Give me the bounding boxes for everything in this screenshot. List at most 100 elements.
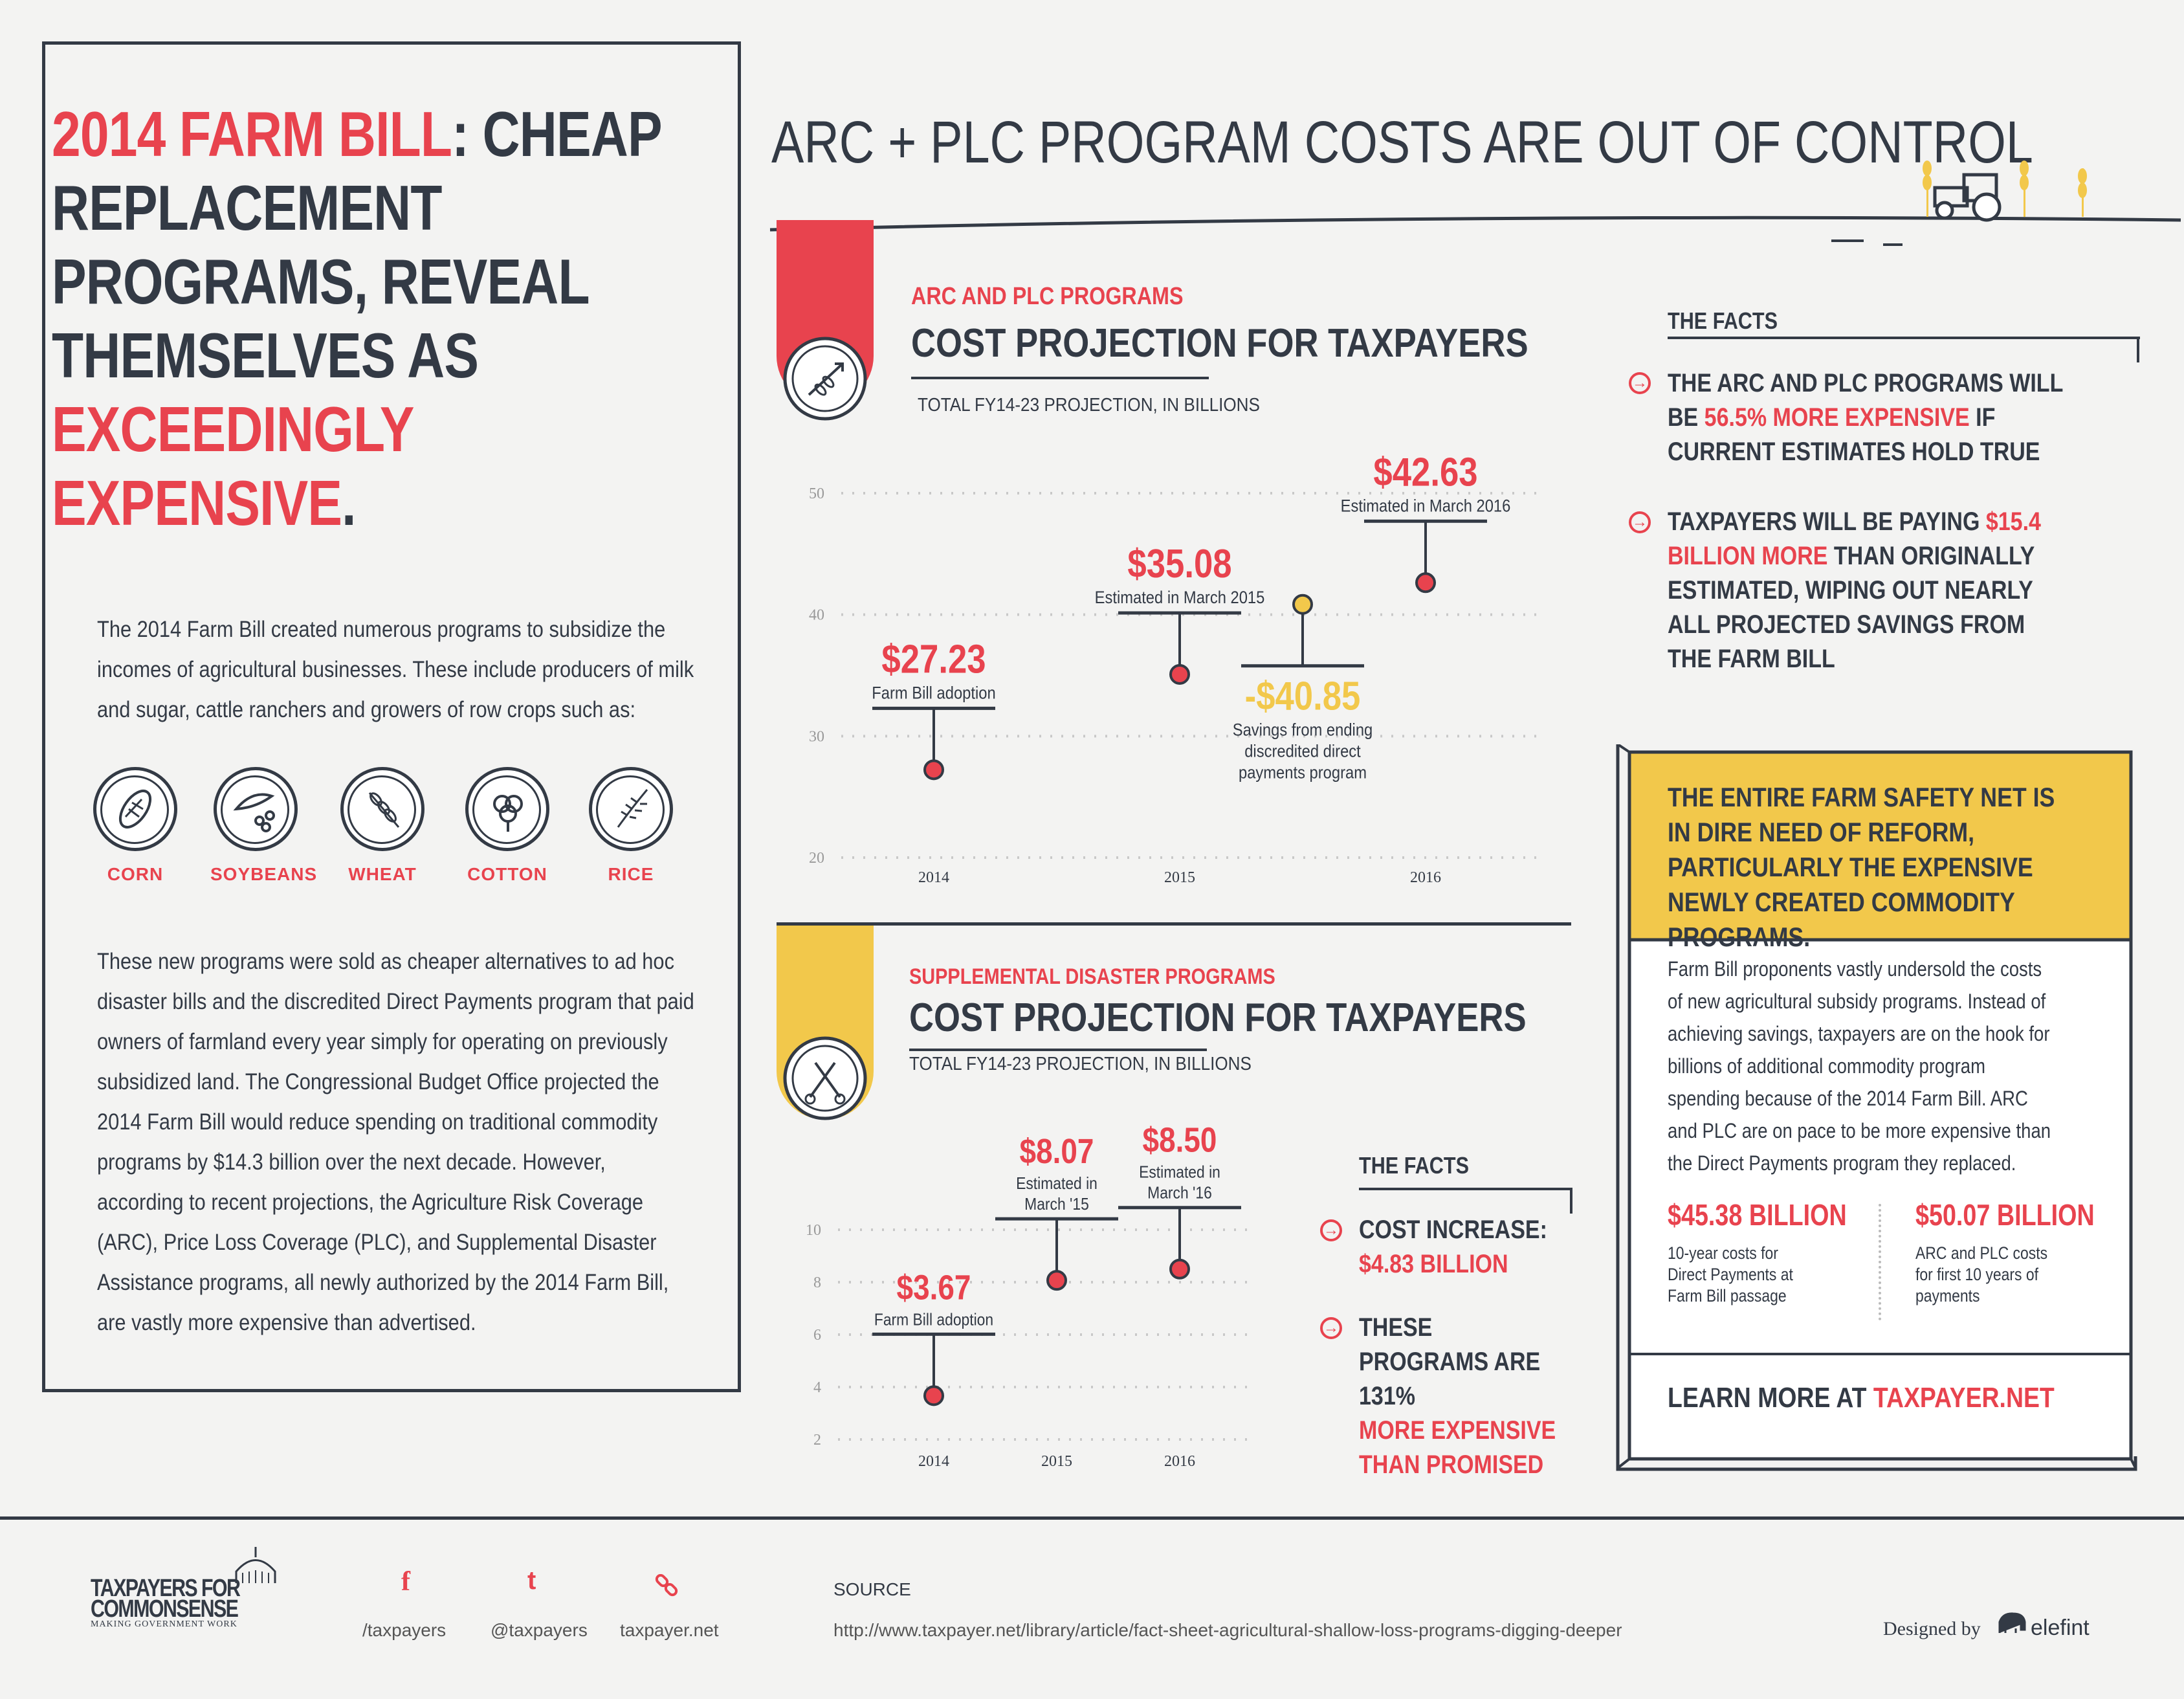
corn-icon (93, 767, 177, 851)
title-underline (909, 1049, 1207, 1051)
capitol-dome-icon (235, 1547, 276, 1583)
crop-rice: RICE (586, 767, 676, 885)
stat1-value: $45.38 BILLION (1668, 1198, 1847, 1232)
data-point (1169, 1258, 1190, 1280)
learn-more-link[interactable]: LEARN MORE AT TAXPAYER.NET (1668, 1382, 2055, 1414)
arrow-right-icon: → (1320, 1317, 1342, 1339)
learn-more-url[interactable]: TAXPAYER.NET (1873, 1382, 2055, 1414)
chart-disaster: 10 8 6 4 2 2014 2015 2016 $3.67 Farm Bill adoptio… (806, 1120, 1249, 1470)
fact-text: THAN ORIGINALLY ESTIMATED, WIPING OUT NE… (1668, 542, 2035, 673)
section-divider (777, 922, 1571, 926)
body-text: These new programs were sold as cheaper … (97, 949, 694, 1335)
data-point (1169, 663, 1190, 685)
section2-title: COST PROJECTION FOR TAXPAYERS (909, 995, 1527, 1040)
section1-title: COST PROJECTION FOR TAXPAYERS (911, 321, 1528, 366)
arrow-right-icon: → (1629, 511, 1651, 533)
taxpayers-logo[interactable]: TAXPAYERS FOR COMMONSENSE MAKING GOVERNM… (91, 1547, 311, 1630)
cotton-icon (465, 767, 549, 851)
data-label: $8.50 (1143, 1120, 1217, 1159)
facts-bracket (2137, 337, 2139, 362)
x-tick-label: 2016 (1410, 869, 1441, 886)
data-point (923, 759, 944, 781)
data-point (1292, 594, 1313, 615)
section1-kicker: ARC AND PLC PROGRAMS (911, 283, 1184, 310)
designed-by-label: Designed by (1883, 1618, 1981, 1639)
fact-text: THESE PROGRAMS ARE 131% (1359, 1313, 1541, 1410)
fact-highlight: 56.5% MORE EXPENSIVE (1704, 403, 1970, 432)
x-tick-label: 2014 (918, 1453, 949, 1470)
stat2-label: ARC and PLC costs for first 10 years of … (1915, 1243, 2048, 1305)
logo-line2: COMMONSENSE (91, 1595, 239, 1623)
crop-corn: CORN (90, 767, 181, 885)
intro-text: The 2014 Farm Bill created numerous prog… (97, 617, 694, 722)
facts1-item1: THE ARC AND PLC PROGRAMS WILL BE 56.5% M… (1668, 366, 2075, 469)
crop-wheat: WHEAT (337, 767, 428, 885)
facts2-item1: COST INCREASE: $4.83 BILLION (1359, 1213, 1557, 1282)
elephant-icon (1998, 1612, 2026, 1633)
soybeans-icon (214, 767, 298, 851)
crop-cotton: COTTON (462, 767, 553, 885)
data-point (1415, 572, 1436, 594)
y-tick-label: 10 (806, 1222, 821, 1239)
section1-subtitle: TOTAL FY14-23 PROJECTION, IN BILLIONS (918, 395, 1260, 416)
y-tick-label: 30 (809, 728, 824, 745)
designer-name[interactable]: elefint (2031, 1616, 2090, 1640)
facts-underline (1668, 337, 2140, 339)
y-tick-label: 2 (813, 1432, 821, 1449)
link-icon[interactable] (654, 1574, 679, 1600)
callout-divider (1629, 1353, 2131, 1355)
crop-label: SOYBEANS (210, 864, 318, 884)
title-underline (911, 377, 1209, 379)
fact-text: THE ARC AND PLC PROGRAMS WILL BE (1668, 369, 2063, 432)
data-note: Savings from ending discredited direct pay… (1233, 720, 1373, 783)
data-point (923, 1385, 944, 1406)
section2-kicker: SUPPLEMENTAL DISASTER PROGRAMS (909, 964, 1275, 989)
headline: 2014 FARM BILL: CHEAP REPLACEMENT PROGRA… (52, 97, 672, 540)
logo-tagline: MAKING GOVERNMENT WORK (91, 1619, 237, 1629)
y-tick-label: 4 (813, 1379, 821, 1396)
crop-soybeans: SOYBEANS (210, 767, 318, 885)
facts1-item2: TAXPAYERS WILL BE PAYING $15.4 BILLION M… (1668, 505, 2075, 676)
headline-red-1: 2014 FARM BILL (52, 98, 452, 170)
intro-panel (42, 41, 741, 1392)
x-tick-label: 2016 (1164, 1453, 1195, 1470)
facebook-icon[interactable]: f (401, 1567, 410, 1597)
source-url[interactable]: http://www.taxpayer.net/library/article/… (833, 1620, 1622, 1640)
wheat-stalk-icon (1923, 161, 2087, 217)
website-link[interactable]: taxpayer.net (620, 1620, 719, 1640)
source-label: SOURCE (833, 1579, 911, 1599)
crop-label: CORN (107, 864, 164, 884)
fact-highlight: $4.83 BILLION (1359, 1250, 1508, 1278)
data-note: Farm Bill adoption (872, 683, 995, 703)
section1-ribbon (777, 220, 874, 421)
y-tick-label: 6 (813, 1327, 821, 1344)
facts-underline (1359, 1188, 1572, 1190)
data-note: Estimated in March 2015 (1095, 588, 1265, 608)
crop-label: RICE (608, 864, 654, 884)
y-tick-label: 8 (813, 1274, 821, 1291)
facebook-link[interactable]: /taxpayers (362, 1620, 447, 1640)
fact-text: IF CURRENT ESTIMATES HOLD TRUE (1668, 403, 2040, 466)
fact-text: COST INCREASE: (1359, 1216, 1547, 1244)
facts-bracket (1570, 1188, 1572, 1214)
arrow-wheat-icon (808, 362, 844, 396)
data-note: Estimated in March 2016 (1341, 496, 1511, 516)
main-title: ARC + PLC PROGRAM COSTS ARE OUT OF CONTR… (771, 109, 2033, 175)
logo-line1: TAXPAYERS FOR (91, 1575, 241, 1602)
data-label: $3.67 (897, 1268, 971, 1307)
stat2-value: $50.07 BILLION (1915, 1198, 2095, 1232)
data-label: $8.07 (1020, 1132, 1094, 1171)
data-label: -$40.85 (1245, 674, 1361, 719)
y-tick-label: 40 (809, 607, 824, 624)
arrow-right-icon: → (1629, 372, 1651, 394)
fact-text: TAXPAYERS WILL BE PAYING (1668, 507, 1986, 536)
data-note: Estimated in March '15 (1016, 1175, 1098, 1214)
callout-frame (1616, 744, 2137, 1471)
twitter-link[interactable]: @taxpayers (491, 1620, 588, 1640)
data-note: Farm Bill adoption (874, 1311, 993, 1329)
section2-ribbon (777, 926, 874, 1120)
headline-red-2: EXCEEDINGLY EXPENSIVE (52, 394, 414, 539)
twitter-icon[interactable]: t (527, 1566, 536, 1595)
footer-divider (0, 1516, 2184, 1520)
data-point (1046, 1270, 1067, 1291)
